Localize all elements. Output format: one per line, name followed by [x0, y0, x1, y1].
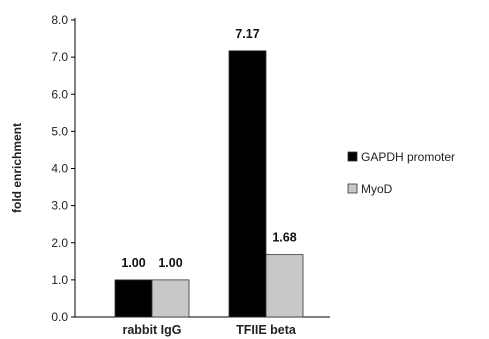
y-tick-label: 4.0: [51, 162, 68, 176]
legend-swatch: [347, 151, 358, 162]
y-tick-label: 3.0: [51, 199, 68, 213]
data-label: 7.17: [235, 27, 259, 41]
y-tick-label: 1.0: [51, 273, 68, 287]
x-category-label: TFIIE beta: [236, 323, 297, 337]
legend: GAPDH promoter MyoD: [347, 150, 455, 196]
legend-label: GAPDH promoter: [361, 150, 455, 164]
data-label: 1.00: [121, 256, 145, 270]
bar-gapdh-promoter-1: [228, 50, 267, 318]
bar-myod-0: [151, 279, 190, 318]
y-tick-label: 6.0: [51, 87, 68, 101]
legend-label: MyoD: [361, 182, 393, 196]
y-tick-label: 2.0: [51, 236, 68, 250]
data-label: 1.00: [158, 256, 182, 270]
y-tick-label: 8.0: [51, 13, 68, 27]
bar-gapdh-promoter-0: [114, 279, 153, 318]
y-tick-label: 0.0: [51, 310, 68, 324]
y-tick-label: 7.0: [51, 50, 68, 64]
y-axis-title: fold enrichment: [10, 123, 24, 213]
y-tick-label: 5.0: [51, 124, 68, 138]
data-label: 1.68: [272, 231, 296, 245]
plot-area: 1.00 7.17 1.00 1.68: [114, 27, 304, 318]
legend-swatch: [347, 183, 358, 194]
y-axis: 0.0 1.0 2.0 3.0 4.0 5.0 6.0 7.0 8.0: [51, 13, 76, 324]
x-category-label: rabbit IgG: [122, 323, 181, 337]
bar-myod-1: [265, 254, 304, 318]
